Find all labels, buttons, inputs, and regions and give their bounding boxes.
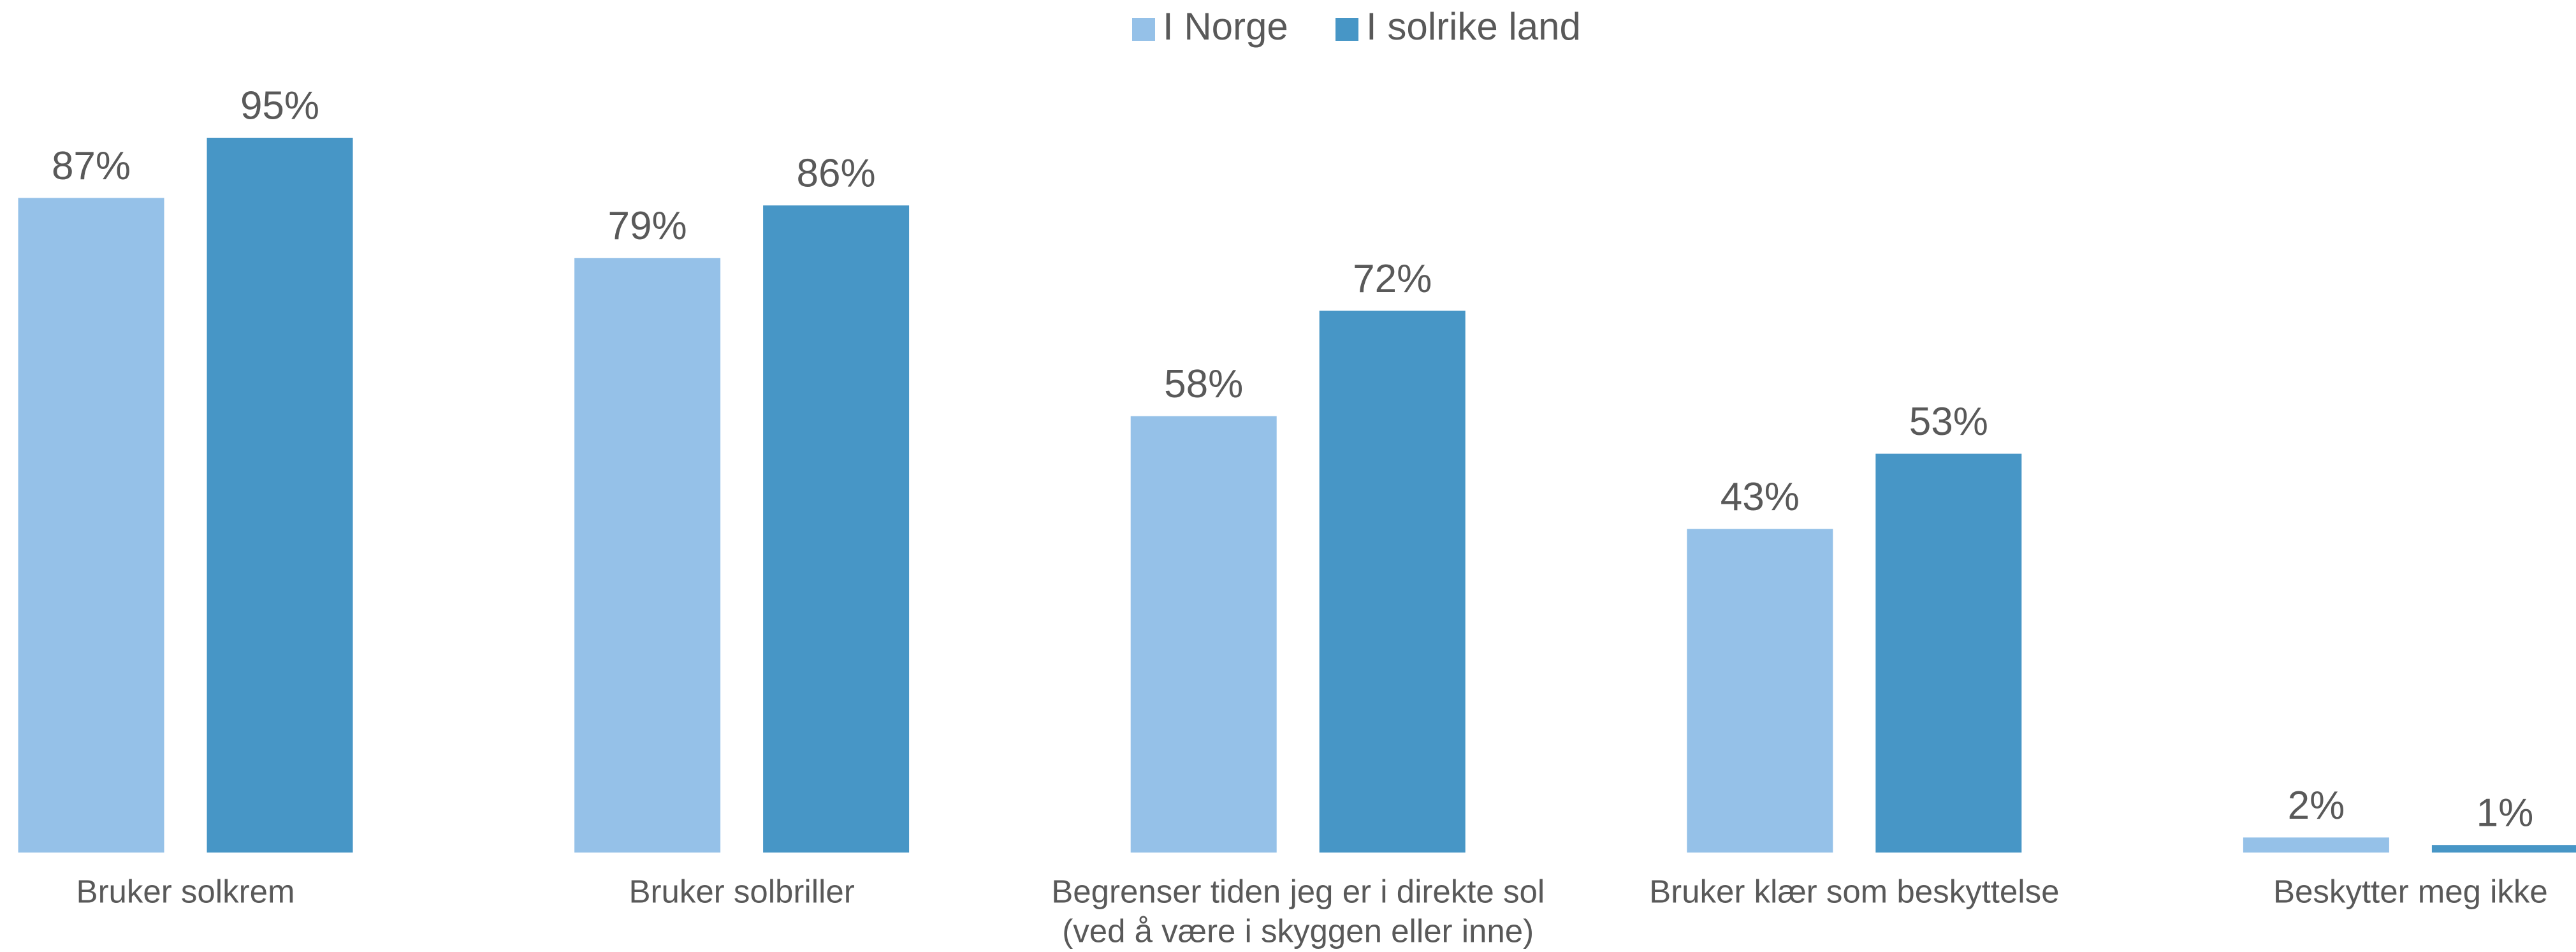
bar bbox=[1130, 416, 1277, 853]
legend-label: I solrike land bbox=[1366, 5, 1581, 48]
value-label: 53% bbox=[1909, 400, 1988, 444]
bar bbox=[1687, 529, 1833, 853]
value-label: 95% bbox=[240, 84, 319, 128]
legend-label: I Norge bbox=[1163, 5, 1288, 48]
value-label: 1% bbox=[2477, 791, 2534, 835]
bar bbox=[1319, 311, 1466, 853]
value-label: 87% bbox=[52, 144, 131, 188]
bar bbox=[2243, 837, 2389, 853]
x-tick-label: (ved å være i skyggen eller inne) bbox=[1062, 912, 1534, 949]
value-label: 72% bbox=[1353, 257, 1432, 301]
bar bbox=[574, 258, 721, 853]
value-label: 79% bbox=[608, 204, 687, 248]
bar bbox=[1875, 453, 2022, 853]
value-label: 2% bbox=[2288, 784, 2345, 828]
value-label: 86% bbox=[797, 152, 876, 196]
x-tick-label: Begrenser tiden jeg er i direkte sol bbox=[1051, 873, 1545, 909]
value-label: 58% bbox=[1164, 362, 1243, 406]
bar bbox=[207, 138, 353, 853]
x-tick-label: Bruker solbriller bbox=[629, 873, 854, 909]
legend-swatch bbox=[1132, 18, 1155, 41]
x-tick-label: Beskytter meg ikke bbox=[2273, 873, 2548, 909]
legend-swatch bbox=[1335, 18, 1358, 41]
value-label: 43% bbox=[1721, 475, 1800, 519]
bar bbox=[18, 198, 164, 853]
bar bbox=[763, 205, 910, 853]
x-tick-label: Bruker solkrem bbox=[76, 873, 295, 909]
bar bbox=[2431, 845, 2576, 853]
x-tick-label: Bruker klær som beskyttelse bbox=[1649, 873, 2059, 909]
